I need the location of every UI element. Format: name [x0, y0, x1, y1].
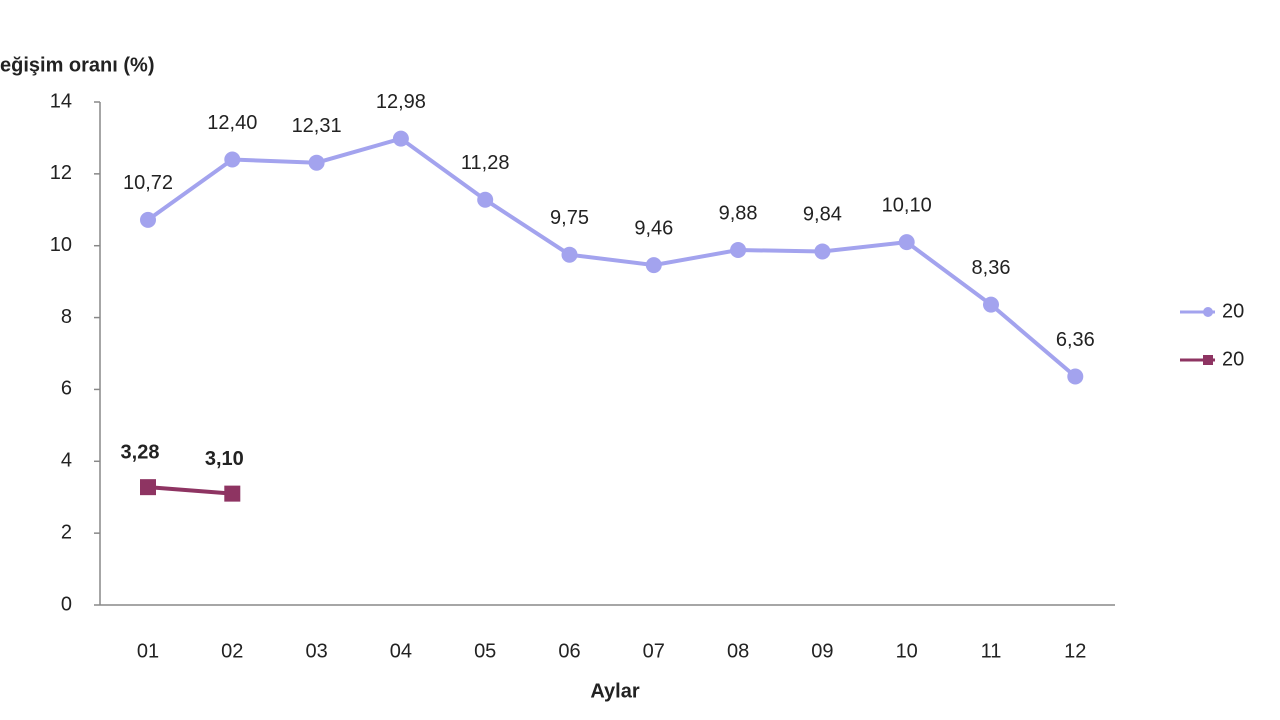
- marker: [477, 191, 494, 208]
- data-label: 12,40: [207, 112, 257, 134]
- x-tick-label: 12: [1064, 640, 1086, 662]
- legend-label: 20: [1222, 300, 1244, 322]
- y-tick-label: 14: [50, 90, 72, 112]
- marker: [898, 234, 915, 251]
- legend-marker: [1203, 307, 1213, 317]
- x-tick-label: 07: [643, 640, 665, 662]
- series-line: [146, 136, 1077, 379]
- data-label: 9,75: [550, 207, 589, 229]
- y-tick-label: 0: [61, 593, 72, 615]
- marker: [645, 257, 662, 274]
- x-tick-label: 05: [474, 640, 496, 662]
- data-label: 3,10: [205, 448, 244, 470]
- marker: [224, 151, 241, 168]
- marker: [224, 485, 241, 502]
- marker: [308, 154, 325, 171]
- x-tick-label: 06: [558, 640, 580, 662]
- x-tick-label: 04: [390, 640, 412, 662]
- x-tick-label: 01: [137, 640, 159, 662]
- x-tick-label: 08: [727, 640, 749, 662]
- y-tick-label: 2: [61, 521, 72, 543]
- data-label: 9,84: [803, 204, 842, 226]
- y-axis-label: eğişim oranı (%): [0, 54, 154, 76]
- marker: [392, 130, 409, 147]
- y-tick-label: 8: [61, 306, 72, 328]
- x-tick-label: 09: [811, 640, 833, 662]
- y-tick-label: 12: [50, 162, 72, 184]
- data-label: 10,10: [882, 194, 932, 216]
- marker: [730, 242, 747, 259]
- marker: [140, 211, 156, 228]
- data-label: 3,28: [121, 441, 160, 463]
- y-tick-label: 10: [50, 234, 72, 256]
- data-label: 11,28: [461, 152, 510, 174]
- data-label: 8,36: [972, 257, 1011, 279]
- data-label: 10,72: [123, 172, 173, 194]
- marker: [983, 296, 999, 313]
- x-tick-label: 11: [981, 640, 1002, 662]
- legend-label: 20: [1222, 348, 1244, 370]
- y-tick-label: 4: [61, 450, 72, 472]
- x-tick-label: 02: [221, 640, 243, 662]
- data-label: 12,98: [376, 91, 426, 113]
- x-tick-label: 03: [305, 640, 327, 662]
- legend-marker: [1203, 355, 1213, 365]
- data-label: 6,36: [1056, 329, 1095, 351]
- data-label: 12,31: [292, 115, 342, 137]
- marker: [561, 246, 578, 263]
- series-line: [147, 485, 233, 496]
- data-label: 9,88: [719, 202, 758, 224]
- marker: [814, 243, 831, 260]
- y-tick-label: 6: [61, 378, 72, 400]
- marker: [1067, 368, 1084, 385]
- x-axis-label: Aylar: [590, 680, 640, 702]
- data-label: 9,46: [634, 217, 673, 239]
- marker: [140, 479, 156, 496]
- x-tick-label: 10: [896, 640, 918, 662]
